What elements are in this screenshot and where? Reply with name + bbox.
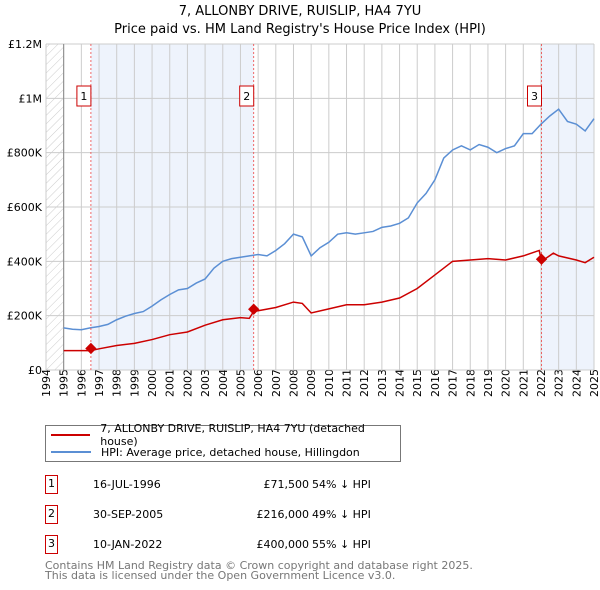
x-tick-label: 2004 xyxy=(217,369,230,397)
sale-badge xyxy=(76,85,92,107)
x-tick-label: 2007 xyxy=(270,369,283,397)
sale-date: 16-JUL-1996 xyxy=(93,478,161,491)
x-tick-label: 2009 xyxy=(305,369,318,397)
legend-item-hpi: HPI: Average price, detached house, Hill… xyxy=(51,444,360,460)
legend-item-property: 7, ALLONBY DRIVE, RUISLIP, HA4 7YU (deta… xyxy=(51,422,400,448)
footer: Contains HM Land Registry data © Crown c… xyxy=(45,559,473,582)
sale-number-badge: 3 xyxy=(45,535,58,554)
sale-price: £71,500 xyxy=(263,478,310,491)
x-tick-label: 1999 xyxy=(128,369,141,397)
title-line: 7, ALLONBY DRIVE, RUISLIP, HA4 7YU xyxy=(178,4,422,19)
sale-row: 3 10-JAN-2022 £400,000 55% ↓ HPI xyxy=(45,535,465,555)
sale-row: 1 16-JUL-1996 £71,500 54% ↓ HPI xyxy=(45,475,465,495)
x-tick-label: 2020 xyxy=(500,369,513,397)
x-tick-label: 2019 xyxy=(482,369,495,397)
x-tick-label: 2017 xyxy=(447,369,460,397)
x-tick-label: 2023 xyxy=(553,369,566,397)
series-line-hpi xyxy=(63,108,595,331)
sale-badge xyxy=(239,85,255,107)
x-tick-label: 2012 xyxy=(358,369,371,397)
x-tick-label: 2006 xyxy=(252,369,265,397)
x-tick-label: 2024 xyxy=(570,369,583,397)
sale-number-badge: 2 xyxy=(45,505,58,524)
legend-label: 7, ALLONBY DRIVE, RUISLIP, HA4 7YU (deta… xyxy=(100,422,365,448)
chart-title: 7, ALLONBY DRIVE, RUISLIP, HA4 7YU Price … xyxy=(0,3,600,39)
x-tick-label: 2001 xyxy=(164,369,177,397)
x-tick-label: 2002 xyxy=(181,369,194,397)
sale-badge-label: 1 xyxy=(80,90,87,103)
y-tick-label: £1.2M xyxy=(8,38,42,51)
sale-hpi-diff: 54% ↓ HPI xyxy=(312,478,371,491)
x-tick-label: 2010 xyxy=(323,369,336,397)
x-tick-label: 1998 xyxy=(111,369,124,397)
y-tick-label: £1M xyxy=(19,92,43,105)
x-tick-label: 2011 xyxy=(341,369,354,397)
sale-badge-label: 3 xyxy=(531,90,538,103)
y-tick-label: £600K xyxy=(7,201,43,214)
sale-price: £216,000 xyxy=(256,508,310,521)
sale-badge xyxy=(526,85,542,107)
x-tick-label: 2022 xyxy=(535,369,548,397)
legend-label: HPI: Average price, detached house, Hill… xyxy=(101,445,360,459)
x-tick-label: 2014 xyxy=(394,369,407,397)
x-tick-label: 2000 xyxy=(146,369,159,397)
chart-svg: 1994 1995 1996 1997 1998 1999 2000 2001 2002 2003… xyxy=(7,38,600,397)
y-tick-label: £0 xyxy=(28,364,42,377)
sale-point xyxy=(248,303,260,315)
legend: 7, ALLONBY DRIVE, RUISLIP, HA4 7YU (deta… xyxy=(45,422,401,462)
subtitle-line: Price paid vs. HM Land Registry's House … xyxy=(114,22,486,37)
sale-hpi-diff: 55% ↓ HPI xyxy=(312,538,371,551)
x-tick-label: 2003 xyxy=(199,369,212,397)
sale-date: 30-SEP-2005 xyxy=(93,508,164,521)
sale-date: 10-JAN-2022 xyxy=(93,538,163,551)
y-tick-label: £200K xyxy=(7,310,43,323)
sale-row: 2 30-SEP-2005 £216,000 49% ↓ HPI xyxy=(45,505,465,525)
x-tick-label: 2025 xyxy=(588,369,600,397)
x-tick-label: 2015 xyxy=(411,369,424,397)
x-tick-label: 2018 xyxy=(464,369,477,397)
legend-swatch xyxy=(51,451,91,453)
sale-badge-label: 2 xyxy=(243,90,250,103)
y-tick-label: £400K xyxy=(7,255,43,268)
sale-hpi-diff: 49% ↓ HPI xyxy=(312,508,371,521)
footer-line: Contains HM Land Registry data © Crown c… xyxy=(45,559,473,572)
x-tick-label: 2021 xyxy=(517,369,530,397)
x-tick-label: 2005 xyxy=(234,369,247,397)
x-tick-label: 1996 xyxy=(75,369,88,397)
x-tick-label: 1995 xyxy=(58,369,71,397)
y-tick-label: £800K xyxy=(7,147,43,160)
x-tick-label: 2013 xyxy=(376,369,389,397)
x-tick-label: 2008 xyxy=(287,369,300,397)
x-tick-label: 2016 xyxy=(429,369,442,397)
footer-line: This data is licensed under the Open Gov… xyxy=(45,569,396,582)
sale-point xyxy=(85,342,97,355)
legend-swatch xyxy=(51,434,91,436)
sale-number-badge: 1 xyxy=(45,475,58,494)
x-tick-label: 1997 xyxy=(93,369,106,397)
sale-price: £400,000 xyxy=(256,538,310,551)
series-line-property xyxy=(63,249,595,352)
x-tick-label: 1994 xyxy=(40,369,53,397)
